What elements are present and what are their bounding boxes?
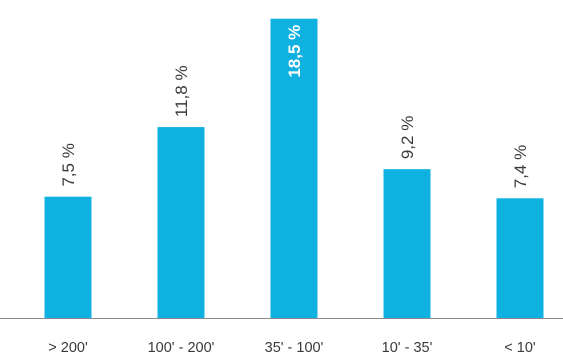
bar-2 <box>270 18 318 318</box>
bar-1 <box>157 127 205 318</box>
bar-3 <box>383 169 431 318</box>
bar-0 <box>44 196 92 318</box>
value-label-3: 9,2 % <box>398 116 417 159</box>
value-label-0: 7,5 % <box>59 143 78 186</box>
bars-group <box>44 18 544 318</box>
category-label-0: > 200' <box>48 340 88 356</box>
category-label-4: < 10' <box>504 340 536 356</box>
value-label-2: 18,5 % <box>285 25 304 78</box>
category-label-3: 10' - 35' <box>382 340 433 356</box>
value-labels-group: 7,5 % 11,8 % 18,5 % 9,2 % 7,4 % <box>59 25 530 189</box>
category-labels-group: > 200' 100' - 200' 35' - 100' 10' - 35' < 10… <box>48 340 536 356</box>
value-label-1: 11,8 % <box>172 65 191 117</box>
category-label-1: 100' - 200' <box>148 340 215 356</box>
bar-4 <box>496 198 544 318</box>
category-label-2: 35' - 100' <box>265 340 324 356</box>
value-label-4: 7,4 % <box>511 145 530 188</box>
